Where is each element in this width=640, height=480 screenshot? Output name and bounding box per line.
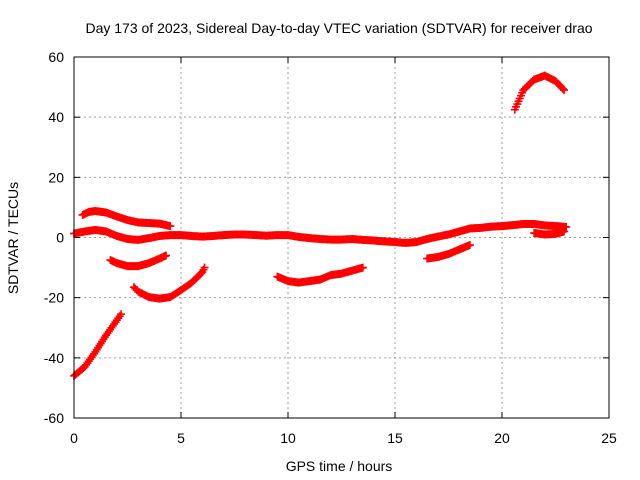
x-tick-label: 25 — [601, 430, 617, 446]
x-tick-label: 15 — [387, 430, 403, 446]
data-point — [200, 263, 209, 272]
y-tick-label: -40 — [44, 350, 64, 366]
data-point — [358, 263, 367, 272]
series-arc-04 — [423, 241, 474, 263]
x-tick-labels: 0 5 10 15 20 25 — [70, 430, 617, 446]
series-arc-03 — [70, 219, 571, 247]
y-tick-label: 20 — [48, 169, 64, 185]
x-tick-label: 0 — [70, 430, 78, 446]
series-arc-01 — [70, 310, 126, 380]
y-tick-label: 60 — [48, 49, 64, 65]
x-tick-label: 5 — [177, 430, 185, 446]
y-tick-label: 40 — [48, 109, 64, 125]
grid-lines — [74, 57, 609, 418]
data-point — [465, 241, 474, 250]
plot-frame — [73, 56, 610, 419]
x-tick-label: 10 — [280, 430, 296, 446]
data-point — [560, 86, 569, 95]
data-point — [166, 222, 175, 231]
data-point — [117, 310, 126, 319]
series-arc-07 — [273, 263, 367, 287]
data-point — [560, 227, 569, 236]
data-point — [562, 222, 571, 231]
data-point — [558, 84, 567, 93]
y-tick-labels: -60 -40 -20 0 20 40 60 — [44, 49, 64, 426]
series-arc-02 — [78, 207, 175, 231]
x-axis-label: GPS time / hours — [286, 458, 393, 474]
y-axis-label: SDTVAR / TECUs — [5, 182, 21, 294]
series-arc-08 — [510, 71, 569, 114]
x-tick-label: 20 — [494, 430, 510, 446]
y-tick-label: -60 — [44, 410, 64, 426]
series-arc-09 — [530, 227, 569, 239]
data-points — [70, 71, 571, 380]
y-tick-label: -20 — [44, 290, 64, 306]
series-arc-06 — [129, 263, 209, 303]
y-tick-label: 0 — [56, 230, 64, 246]
data-point — [162, 251, 171, 260]
chart-title: Day 173 of 2023, Sidereal Day-to-day VTE… — [85, 20, 592, 36]
series-arc-05 — [106, 251, 171, 271]
